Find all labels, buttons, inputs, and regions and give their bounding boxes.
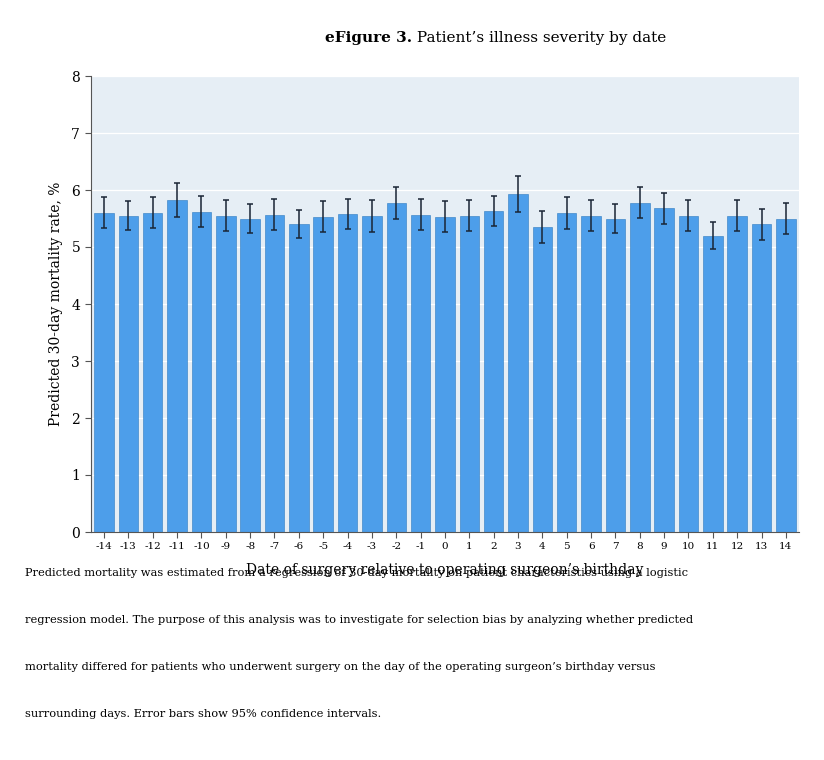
Bar bbox=[94, 213, 114, 532]
Bar bbox=[751, 224, 771, 532]
Bar bbox=[192, 212, 211, 532]
Text: regression model. The purpose of this analysis was to investigate for selection : regression model. The purpose of this an… bbox=[25, 616, 693, 625]
Y-axis label: Predicted 30-day mortality rate, %: Predicted 30-day mortality rate, % bbox=[49, 182, 63, 426]
Bar bbox=[216, 216, 236, 532]
Text: eFigure 3.: eFigure 3. bbox=[325, 30, 412, 45]
Bar bbox=[386, 203, 406, 532]
Bar bbox=[532, 227, 552, 532]
Bar bbox=[581, 216, 601, 532]
Bar bbox=[265, 214, 284, 532]
Bar bbox=[776, 219, 796, 532]
Bar bbox=[557, 213, 577, 532]
Bar bbox=[119, 216, 138, 532]
Bar bbox=[363, 216, 382, 532]
Bar bbox=[508, 194, 527, 532]
Text: surrounding days. Error bars show 95% confidence intervals.: surrounding days. Error bars show 95% co… bbox=[25, 709, 381, 719]
Bar bbox=[313, 217, 333, 532]
Bar bbox=[435, 217, 455, 532]
X-axis label: Date of surgery relative to operating surgeon’s birthday: Date of surgery relative to operating su… bbox=[246, 562, 644, 577]
Bar bbox=[241, 219, 260, 532]
Bar bbox=[654, 208, 674, 532]
Text: mortality differed for patients who underwent surgery on the day of the operatin: mortality differed for patients who unde… bbox=[25, 662, 655, 672]
Text: Patient’s illness severity by date: Patient’s illness severity by date bbox=[412, 30, 667, 45]
Bar bbox=[167, 200, 187, 532]
Bar bbox=[460, 216, 479, 532]
Bar bbox=[703, 236, 723, 532]
Bar bbox=[143, 213, 162, 532]
Bar bbox=[289, 224, 309, 532]
Bar bbox=[630, 203, 649, 532]
Bar bbox=[679, 216, 698, 532]
Bar bbox=[728, 216, 747, 532]
Bar bbox=[411, 214, 430, 532]
Bar bbox=[606, 219, 625, 532]
Bar bbox=[338, 214, 358, 532]
Bar bbox=[484, 211, 503, 532]
Text: Predicted mortality was estimated from a regression of 30-day mortality on patie: Predicted mortality was estimated from a… bbox=[25, 568, 688, 578]
